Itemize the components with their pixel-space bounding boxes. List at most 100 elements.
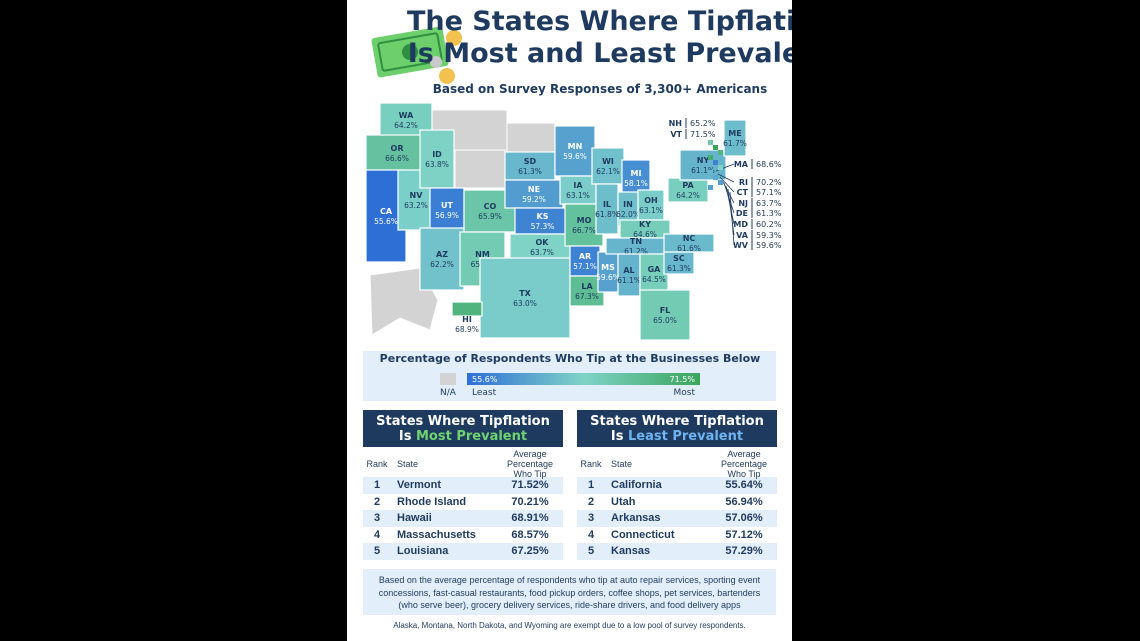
- state-value: 64.6%: [633, 230, 657, 239]
- state-shape: [504, 151, 556, 181]
- callout-value: 70.2%: [756, 178, 782, 187]
- state-value: 61.3%: [667, 264, 691, 273]
- state-abbr: NY: [697, 156, 710, 165]
- state-abbr: OR: [391, 144, 404, 153]
- legend-title: Percentage of Respondents Who Tip at the…: [380, 352, 761, 365]
- state-abbr: UT: [441, 201, 453, 210]
- callout-value: 71.5%: [690, 130, 716, 139]
- table-row: 4 Massachusetts 68.57%: [363, 527, 563, 544]
- legend-label: Most: [674, 388, 696, 398]
- table-body: 1 Vermont 71.52% 2 Rhode Island 70.21% 3 Hawaii…: [363, 477, 563, 560]
- callout-swatch: [718, 150, 723, 155]
- color-scale: [467, 373, 700, 385]
- state-abbr: AR: [579, 252, 591, 261]
- title: The States Where Tipflation: [407, 6, 792, 37]
- state-shape: [617, 253, 641, 297]
- state-abbr: TX: [519, 289, 531, 298]
- callout-value: 60.2%: [756, 220, 782, 229]
- callout-abbr: DE: [736, 209, 748, 218]
- state-shape: [591, 147, 625, 185]
- state-abbr: FL: [660, 306, 671, 315]
- ranking-table: States Where Tipflation Is Least Prevalen…: [577, 410, 777, 560]
- state-value: 66.6%: [385, 154, 409, 163]
- table-cell: 55.64%: [725, 479, 763, 492]
- na-swatch: [440, 373, 456, 385]
- state-value: 61.6%: [677, 244, 701, 253]
- state-abbr: NV: [410, 191, 424, 200]
- callout-swatch: [713, 175, 718, 180]
- infographic: The States Where Tipflation Is Most and …: [347, 0, 792, 641]
- title-line: Is Most Prevalent: [363, 429, 563, 444]
- state-abbr: OH: [644, 196, 658, 205]
- callout-swatch: [713, 160, 718, 165]
- state-shape: [569, 245, 601, 277]
- column-header: Average Percentage Who Tip: [720, 449, 768, 479]
- callout-swatch: [718, 180, 723, 185]
- state-value: 63.2%: [404, 201, 428, 210]
- state-shape: [419, 227, 465, 291]
- state-value: 67.3%: [575, 292, 599, 301]
- state-abbr: AL: [623, 266, 634, 275]
- table-cell: 71.52%: [511, 479, 549, 492]
- state-value: 64.5%: [642, 275, 666, 284]
- table-row: 2 Rhode Island 70.21%: [363, 494, 563, 511]
- column-header: Average Percentage Who Tip: [506, 449, 554, 479]
- state-abbr: SC: [673, 254, 685, 263]
- callout-swatch: [713, 145, 718, 150]
- state-shape: [595, 183, 619, 235]
- state-value: 61.2%: [624, 247, 648, 256]
- state-shape: [451, 301, 483, 317]
- state-abbr: LA: [581, 282, 593, 291]
- column-header: Rank: [366, 459, 388, 469]
- state-abbr: WI: [602, 157, 614, 166]
- callout-swatch: [708, 140, 713, 145]
- state-abbr: CO: [484, 202, 497, 211]
- callout-abbr: NJ: [738, 199, 748, 208]
- state-value: 63.8%: [425, 160, 449, 169]
- callout-abbr: RI: [739, 178, 748, 187]
- callout-leader: [719, 176, 735, 193]
- state-abbr: HI: [462, 315, 472, 324]
- callout-abbr: VT: [670, 130, 682, 139]
- state-value: 61.7%: [723, 139, 747, 148]
- state-value: 59.2%: [522, 195, 546, 204]
- state-shape: [639, 289, 691, 341]
- state-value: 64.2%: [676, 191, 700, 200]
- table-title: States Where Tipflation Is Least Prevalen…: [577, 410, 777, 447]
- table-cell: Connecticut: [611, 528, 675, 541]
- title-highlight: Least Prevalent: [628, 429, 744, 444]
- state-shape: [663, 233, 715, 253]
- state-shape: [479, 257, 571, 339]
- callout-swatch: [708, 155, 713, 160]
- table-cell: 5: [587, 545, 595, 558]
- legend-label: 71.5%: [670, 375, 696, 384]
- legend-label: Least: [472, 388, 497, 398]
- table-row: 1 Vermont 71.52%: [363, 477, 563, 494]
- state-value: 59.6%: [596, 273, 620, 282]
- table-cell: 2: [587, 495, 595, 508]
- state-abbr: SD: [524, 157, 537, 166]
- table-cell: 4: [587, 528, 595, 541]
- state-shape: [365, 134, 429, 172]
- state-abbr: IN: [623, 200, 633, 209]
- table-row: 3 Hawaii 68.91%: [363, 510, 563, 527]
- callout-abbr: WV: [733, 241, 749, 250]
- table-cell: 67.25%: [511, 545, 549, 558]
- state-abbr: OK: [536, 238, 550, 247]
- note: Alaska, Montana, North Dakota, and Wyomi…: [393, 621, 746, 630]
- table-cell: 56.94%: [725, 495, 763, 508]
- legend-label: 55.6%: [472, 375, 498, 384]
- table-cell: 68.57%: [511, 528, 549, 541]
- table-cell: 70.21%: [511, 495, 549, 508]
- table-cell: Arkansas: [611, 512, 661, 525]
- column-header: State: [611, 459, 633, 469]
- state-shape: [637, 189, 665, 221]
- callout-abbr: MA: [734, 160, 749, 169]
- callout-leader: [717, 173, 735, 183]
- callout-abbr: MD: [733, 220, 748, 229]
- title-line: Is Least Prevalent: [577, 429, 777, 444]
- callout-abbr: CT: [737, 188, 749, 197]
- state-abbr: WA: [399, 111, 414, 120]
- table-cell: Louisiana: [397, 545, 449, 558]
